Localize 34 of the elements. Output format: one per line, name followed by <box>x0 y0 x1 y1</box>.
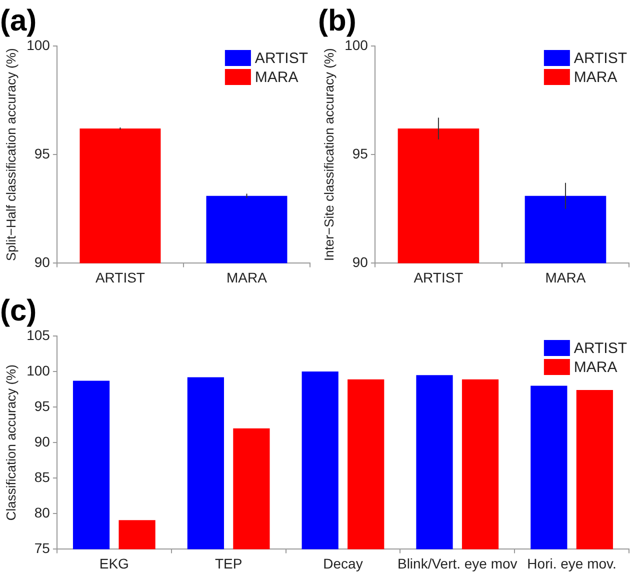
y-tick-label: 100 <box>344 36 368 53</box>
y-tick-label: 90 <box>34 433 50 450</box>
y-tick-label: 95 <box>34 145 50 162</box>
chart-title: (b) <box>318 4 356 38</box>
y-tick-label: 85 <box>34 468 50 485</box>
x-tick-label: TEP <box>214 555 242 572</box>
x-tick-label: Blink/Vert. eye mov <box>397 555 518 572</box>
y-tick-label: 100 <box>26 362 50 378</box>
x-tick-label: Hori. eye mov. <box>527 555 616 572</box>
legend-label: ARTIST <box>574 50 628 68</box>
y-axis-title: Inter−Site classification accuracy (%) <box>321 48 336 261</box>
y-tick-label: 105 <box>26 326 50 343</box>
y-tick-label: 75 <box>34 540 50 556</box>
y-axis-title: Classification accuracy (%) <box>3 364 18 521</box>
chart-title: (a) <box>0 4 37 38</box>
x-tick-label: MARA <box>226 269 268 286</box>
x-tick-label: ARTIST <box>95 269 146 286</box>
y-tick-label: 100 <box>26 36 50 53</box>
y-tick-label: 95 <box>34 398 50 414</box>
y-tick-label: 95 <box>352 145 368 162</box>
x-tick-label: ARTIST <box>414 269 464 286</box>
x-tick-label: MARA <box>545 269 586 286</box>
legend-label: MARA <box>254 69 298 86</box>
y-axis-title: Split−Half classification accuracy (%) <box>3 48 18 261</box>
legend-label: ARTIST <box>574 340 628 358</box>
y-tick-label: 80 <box>34 504 50 521</box>
x-tick-label: EKG <box>99 555 129 572</box>
legend-label: MARA <box>574 359 618 376</box>
legend-label: ARTIST <box>254 50 308 68</box>
y-tick-label: 90 <box>34 254 50 270</box>
legend-label: MARA <box>574 69 618 86</box>
x-tick-label: Decay <box>323 555 363 572</box>
y-tick-label: 90 <box>352 254 368 270</box>
chart-title: (c) <box>0 294 37 328</box>
